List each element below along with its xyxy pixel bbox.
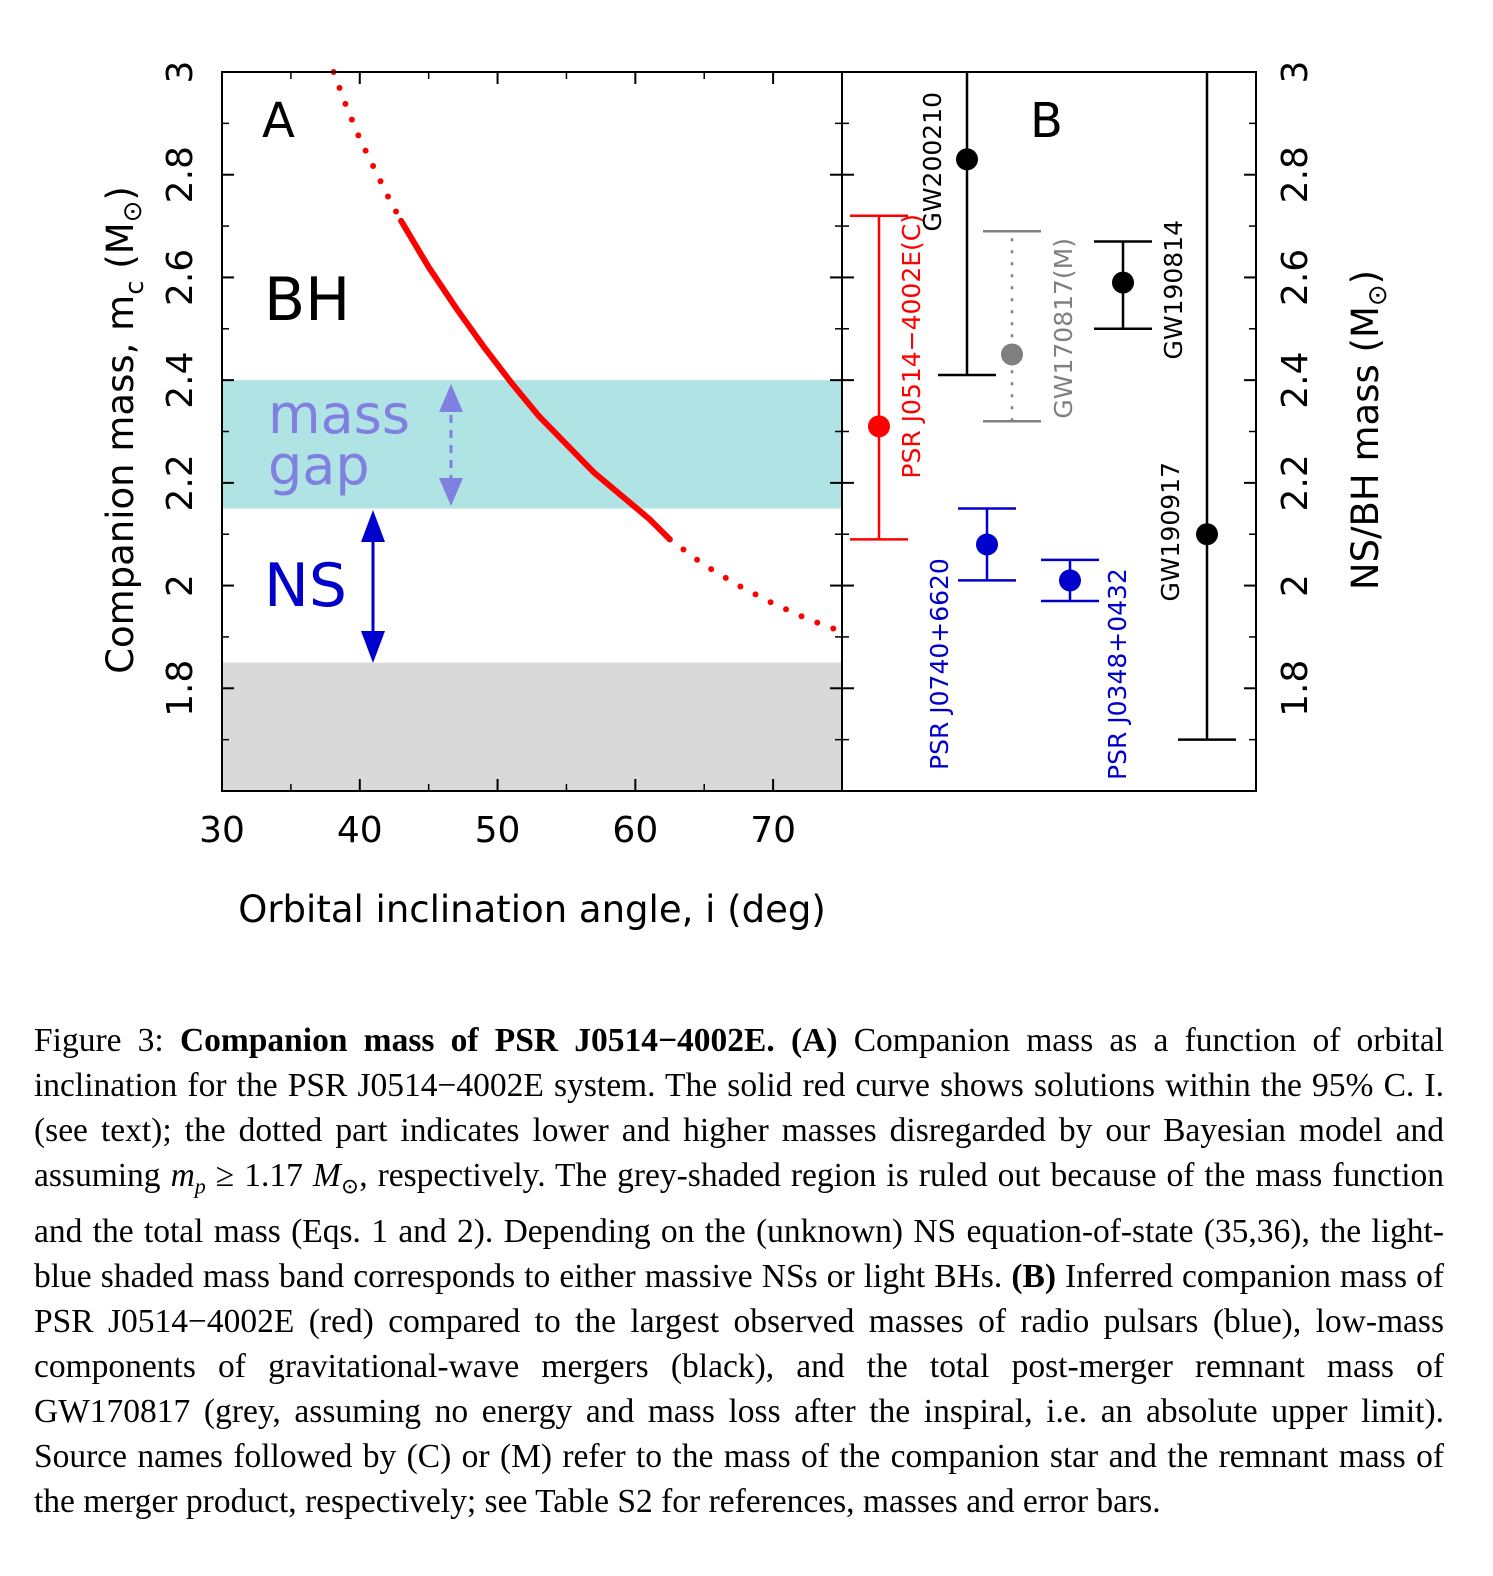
- y-axis-label-b-close: ): [1344, 270, 1387, 284]
- caption-panel-a-text-2: , respectively. The grey-shaded region i…: [34, 1157, 1444, 1295]
- data-point-1: PSR J0514−4002E(C): [850, 214, 926, 541]
- panel-b: 1.8 2 2.2 2.4 2.6 2.8 3 B NS/BH mass (M⊙) PSR J05…: [841, 61, 1393, 792]
- caption-panel-a-text: Companion mass as a function of orbital …: [34, 1022, 1445, 1194]
- x-tick-label: 60: [612, 810, 658, 851]
- data-point-5: PSR J0348+0432: [1041, 558, 1132, 780]
- mass-gap-band: [222, 380, 842, 509]
- mass-curve-dotted: [666, 536, 845, 635]
- y-tick-label: 2.2: [160, 454, 201, 511]
- caption-math-msun: M⊙: [312, 1157, 360, 1199]
- data-marker: [1196, 523, 1218, 546]
- mass-gap-arrow-up: [439, 384, 463, 412]
- caption-panel-b-label: (B): [1011, 1257, 1056, 1295]
- data-marker: [868, 415, 890, 438]
- data-point-6: GW190814: [1094, 220, 1188, 360]
- ns-label: NS: [264, 551, 347, 621]
- point-label: PSR J0740+6620: [925, 558, 954, 770]
- ruled-out-region: [222, 662, 842, 791]
- figure-3: 1.8 2 2.2 2.4 2.6 2.8 3 30 40 50 60 70 Orbital incli…: [99, 61, 1393, 931]
- point-label: PSR J0514−4002E(C): [897, 214, 926, 479]
- x-tick-label: 70: [750, 810, 796, 851]
- y-tick-label: 2.8: [1275, 146, 1316, 203]
- caption-panel-a-label: (A): [790, 1022, 838, 1059]
- caption-panel-b-text: Inferred companion mass of PSR J0514−400…: [34, 1257, 1445, 1520]
- panel-a-label: A: [262, 93, 295, 149]
- y-axis-label-main: Companion mass, m: [99, 295, 142, 674]
- mass-gap-label-1: mass: [268, 383, 410, 446]
- figure-caption: Figure 3: Companion mass of PSR J0514−40…: [34, 1018, 1444, 1524]
- caption-math-mp: mp: [170, 1157, 206, 1199]
- y-axis-label-b: NS/BH mass (M⊙): [1344, 270, 1393, 590]
- x-tick-label: 50: [475, 810, 521, 851]
- caption-math-ge: ≥ 1.17: [215, 1157, 303, 1194]
- y-tick-label: 2.6: [1275, 249, 1316, 306]
- y-tick-label: 2: [1275, 574, 1316, 597]
- data-point-3: GW200210: [918, 72, 996, 377]
- y-tick-label: 2.2: [1275, 454, 1316, 511]
- mass-curve-solid: [398, 217, 673, 543]
- mass-gap-arrow-down: [439, 478, 463, 506]
- data-marker: [1059, 569, 1081, 592]
- ns-arrow-down: [361, 631, 385, 663]
- data-marker: [1001, 343, 1023, 366]
- y-tick-label: 1.8: [1275, 660, 1316, 717]
- y-tick-label: 2.8: [160, 146, 201, 203]
- data-marker: [976, 533, 998, 556]
- y-tick-label: 3: [1275, 61, 1316, 84]
- x-tick-label: 40: [337, 810, 383, 851]
- point-label: GW200210: [918, 92, 947, 232]
- data-marker: [1112, 271, 1134, 294]
- y-tick-label: 2.4: [1275, 352, 1316, 409]
- bh-label: BH: [264, 265, 350, 335]
- panel-b-label: B: [1030, 93, 1063, 149]
- caption-title: Companion mass of PSR J0514−4002E.: [179, 1022, 775, 1059]
- panel-a: 1.8 2 2.2 2.4 2.6 2.8 3 30 40 50 60 70 Orbital incli…: [99, 61, 845, 931]
- y-tick-label: 2.4: [160, 352, 201, 409]
- point-label: GW190814: [1159, 220, 1188, 360]
- y-tick-label: 1.8: [160, 660, 201, 717]
- data-point-2: PSR J0740+6620: [925, 507, 1016, 770]
- y-tick-label: 3: [160, 61, 201, 84]
- data-point-7: GW190917: [1156, 72, 1236, 741]
- mass-gap-label-2: gap: [268, 434, 370, 497]
- mass-curve-dotted: [330, 69, 405, 224]
- caption-figure-label: Figure 3:: [34, 1022, 164, 1059]
- point-label: PSR J0348+0432: [1103, 568, 1132, 780]
- y-axis-label-b-main: NS/BH mass (M: [1344, 306, 1387, 590]
- point-label: GW190917: [1156, 462, 1185, 602]
- y-axis-label-units: (M: [99, 222, 142, 280]
- point-label: GW170817(M): [1049, 238, 1078, 419]
- sun-symbol: ⊙: [118, 201, 148, 223]
- data-marker: [956, 148, 978, 171]
- y-tick-label: 2.6: [160, 249, 201, 306]
- y-axis-label-subscript: c: [120, 280, 150, 294]
- data-point-4: GW170817(M): [983, 229, 1078, 423]
- ns-arrow-up: [361, 510, 385, 542]
- x-axis-label: Orbital inclination angle, i (deg): [238, 888, 826, 931]
- y-tick-label: 2: [160, 574, 201, 597]
- y-axis-label-close: ): [99, 186, 142, 200]
- y-axis-label: Companion mass, mc (M⊙): [99, 186, 150, 674]
- sun-symbol: ⊙: [1363, 284, 1393, 306]
- x-tick-label: 30: [199, 810, 245, 851]
